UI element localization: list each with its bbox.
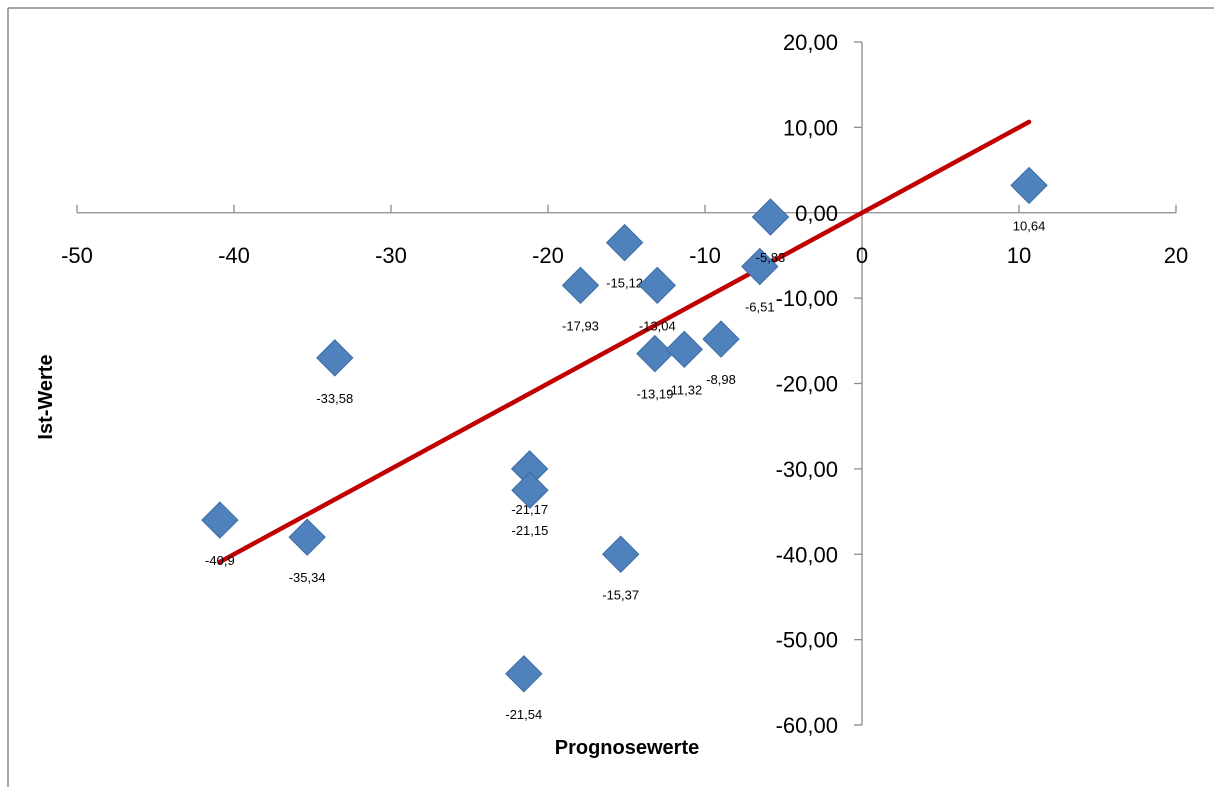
x-tick-label: -10 [689, 243, 721, 268]
data-point [511, 471, 549, 509]
data-label: -5,83 [756, 250, 786, 265]
data-label: -15,37 [602, 587, 639, 602]
data-label: -8,98 [706, 372, 736, 387]
x-tick-label: 10 [1007, 243, 1031, 268]
data-label: -35,34 [289, 570, 326, 585]
y-tick-label: 10,00 [783, 115, 838, 140]
points-group: -40,9 -35,34 -33,58 -21,54 -21,17 -21,15 -17,9… [201, 166, 1048, 722]
data-label: -21,17 [511, 502, 548, 517]
y-tick-label: 0,00 [795, 201, 838, 226]
data-label: -13,04 [639, 318, 676, 333]
data-point [702, 320, 740, 358]
data-point [288, 518, 326, 556]
data-point [505, 655, 543, 693]
y-tick-label: -40,00 [776, 542, 838, 567]
x-tick-label: -50 [61, 243, 93, 268]
y-tick-label: -30,00 [776, 457, 838, 482]
data-label: -40,9 [205, 553, 235, 568]
data-point [751, 198, 790, 236]
trendline [217, 119, 1032, 565]
data-label: -17,93 [562, 318, 599, 333]
data-point [1010, 166, 1048, 205]
data-point [561, 266, 600, 305]
data-point [201, 501, 239, 539]
y-tick-label: -60,00 [776, 713, 838, 738]
trendline-group [217, 119, 1032, 565]
y-axis-title: Ist-Werte [35, 354, 57, 439]
data-point [741, 247, 779, 286]
x-tick-label: -20 [532, 243, 564, 268]
x-tick-label: -40 [218, 243, 250, 268]
data-label: -21,54 [505, 707, 542, 722]
data-point [665, 330, 703, 369]
data-point [601, 535, 640, 573]
y-tick-label: -20,00 [776, 372, 838, 397]
x-tick-label: -30 [375, 243, 407, 268]
data-label: -6,51 [745, 300, 775, 315]
data-label: -15,12 [606, 276, 643, 291]
data-label: -33,58 [316, 391, 353, 406]
data-label: -11,32 [666, 382, 702, 397]
data-label: -21,15 [512, 523, 549, 538]
data-point [605, 223, 644, 262]
data-label: 10,64 [1013, 218, 1046, 233]
data-point [636, 334, 674, 373]
axes: -50 -40 -30 -20 -10 0 10 20 20,00 10,00 0,00 -10,00… [61, 30, 1188, 738]
x-axis-title: Prognosewerte [555, 737, 699, 759]
y-tick-label: -50,00 [776, 628, 838, 653]
data-label: -13,19 [636, 387, 673, 402]
x-tick-label: 0 [856, 243, 868, 268]
y-tick-label: 20,00 [783, 30, 838, 55]
y-tick-label: -10,00 [776, 286, 838, 311]
data-point [638, 266, 676, 305]
x-tick-label: 20 [1164, 243, 1188, 268]
data-point [316, 339, 354, 377]
